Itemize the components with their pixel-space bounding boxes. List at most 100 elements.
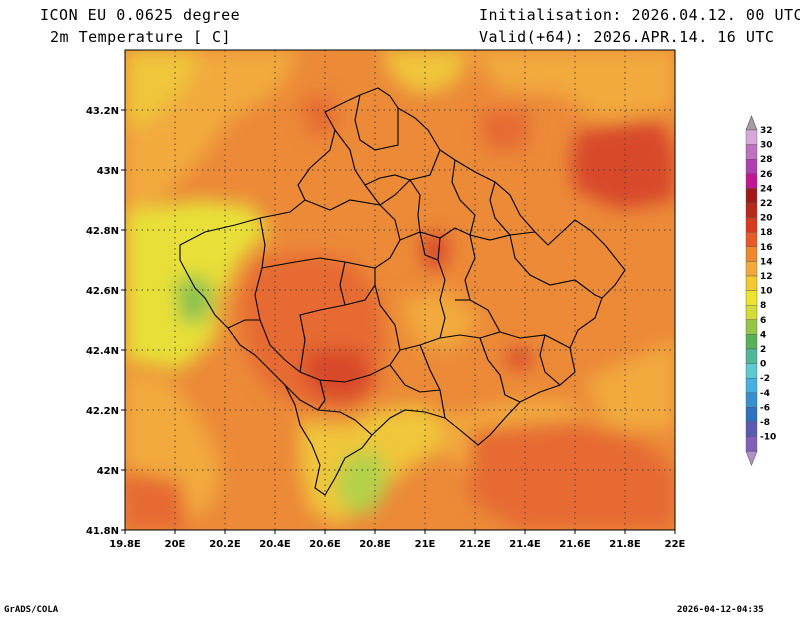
legend-label: 20: [760, 214, 773, 224]
legend-label: 12: [760, 272, 773, 282]
temperature-region: [175, 275, 215, 325]
legend-swatch: [745, 246, 758, 262]
lat-tick-label: 43N: [97, 166, 119, 177]
inner-border-1: [259, 199, 401, 269]
temperature-region: [505, 348, 532, 368]
inner-border-9: [509, 234, 603, 299]
inner-border-19: [539, 334, 561, 386]
legend-label: 32: [760, 126, 773, 136]
legend-swatch: [745, 202, 758, 218]
temperature-region: [470, 50, 675, 120]
inner-border-20: [389, 364, 441, 393]
legend-label: 2: [760, 345, 766, 355]
legend-swatch: [745, 290, 758, 306]
temperature-map: 19.8E 20E 20.2E 20.4E 20.6E 20.8E 21E 21.2E 21.4…: [86, 49, 776, 550]
inner-border-2: [254, 267, 401, 383]
inner-border-23: [317, 379, 326, 411]
legend-swatch: [745, 305, 758, 321]
legend-swatch: [745, 319, 758, 335]
legend-label: 24: [760, 184, 773, 194]
temperature-region: [480, 110, 530, 150]
legend-swatch: [745, 421, 758, 437]
lat-tick-label: 41.8N: [86, 526, 119, 537]
lon-tick-label: 21E: [415, 539, 436, 550]
legend-label: 28: [760, 155, 773, 165]
outer-border: [179, 87, 626, 496]
legend-swatch: [745, 129, 758, 145]
legend-label: 22: [760, 199, 773, 209]
legend-label: 0: [760, 360, 766, 370]
valid-time: Valid(+64): 2026.APR.14. 16 UTC: [479, 28, 775, 46]
inner-border-14: [334, 129, 381, 206]
lat-tick-label: 43.2N: [86, 106, 119, 117]
legend-arrow-top: [745, 115, 758, 131]
legend-swatch: [745, 392, 758, 408]
lon-tick-label: 19.8E: [109, 539, 141, 550]
legend-label: -8: [760, 418, 770, 428]
legend-arrow-bottom: [745, 450, 758, 467]
lon-tick-label: 22E: [665, 539, 686, 550]
legend-label: 10: [760, 287, 773, 297]
legend-swatch: [745, 334, 758, 350]
lat-tick-label: 42.4N: [86, 346, 119, 357]
lat-tick-label: 42.8N: [86, 226, 119, 237]
software-credit: GrADS/COLA: [4, 605, 59, 615]
temperature-region: [125, 50, 200, 130]
temperature-region: [325, 372, 365, 398]
inner-border-25: [419, 231, 439, 261]
inner-border-4: [299, 304, 346, 373]
inner-border-12: [451, 159, 476, 236]
legend-label: -10: [760, 433, 776, 443]
lon-tick-label: 20E: [165, 539, 186, 550]
lon-tick-label: 21.2E: [459, 539, 491, 550]
inner-border-17: [419, 344, 446, 419]
initialisation-time: Initialisation: 2026.04.12. 00 UTC: [479, 6, 800, 24]
temperature-region: [585, 340, 675, 430]
temperature-region: [300, 95, 340, 135]
model-title: ICON EU 0.0625 degree: [40, 6, 241, 24]
legend-label: 8: [760, 301, 766, 311]
legend-label: 26: [760, 170, 773, 180]
inner-border-21: [227, 319, 260, 329]
inner-border-18: [479, 337, 521, 403]
legend-label: 4: [760, 330, 766, 340]
inner-border-7: [437, 237, 446, 339]
legend-swatch: [745, 436, 758, 452]
lon-tick-label: 21.8E: [609, 539, 641, 550]
variable-title: 2m Temperature [ C]: [50, 28, 232, 46]
inner-border-8: [464, 234, 501, 333]
longitude-axis: 19.8E 20E 20.2E 20.4E 20.6E 20.8E 21E 21.2E 21.4…: [109, 530, 686, 550]
lon-tick-label: 20.6E: [309, 539, 341, 550]
legend-swatch: [745, 261, 758, 277]
legend-label: 14: [760, 257, 773, 267]
legend-label: 30: [760, 141, 773, 151]
legend-label: -4: [760, 389, 770, 399]
legend-label: 18: [760, 228, 773, 238]
lon-tick-label: 21.6E: [559, 539, 591, 550]
temperature-region: [470, 420, 675, 530]
legend-label: 16: [760, 243, 773, 253]
inner-border-11: [409, 179, 421, 233]
legend-label: -6: [760, 403, 770, 413]
temperature-region: [420, 235, 450, 270]
temperature-region: [125, 470, 190, 530]
legend-swatch: [745, 173, 758, 189]
legend-swatch: [745, 363, 758, 379]
legend-swatch: [745, 158, 758, 174]
legend-swatch: [745, 188, 758, 204]
temperature-region: [570, 120, 675, 210]
legend-swatch: [745, 407, 758, 423]
legend-swatch: [745, 275, 758, 291]
lon-tick-label: 20.4E: [259, 539, 291, 550]
inner-border-22: [284, 384, 373, 436]
temperature-region: [335, 450, 390, 515]
inner-border-13: [354, 94, 399, 151]
lon-tick-label: 20.2E: [209, 539, 241, 550]
inner-border-15: [364, 174, 411, 186]
legend-swatch: [745, 231, 758, 247]
lat-tick-label: 42.6N: [86, 286, 119, 297]
lat-tick-label: 42N: [97, 466, 119, 477]
lat-tick-label: 42.2N: [86, 406, 119, 417]
legend-swatch: [745, 144, 758, 160]
legend-label: -2: [760, 374, 770, 384]
